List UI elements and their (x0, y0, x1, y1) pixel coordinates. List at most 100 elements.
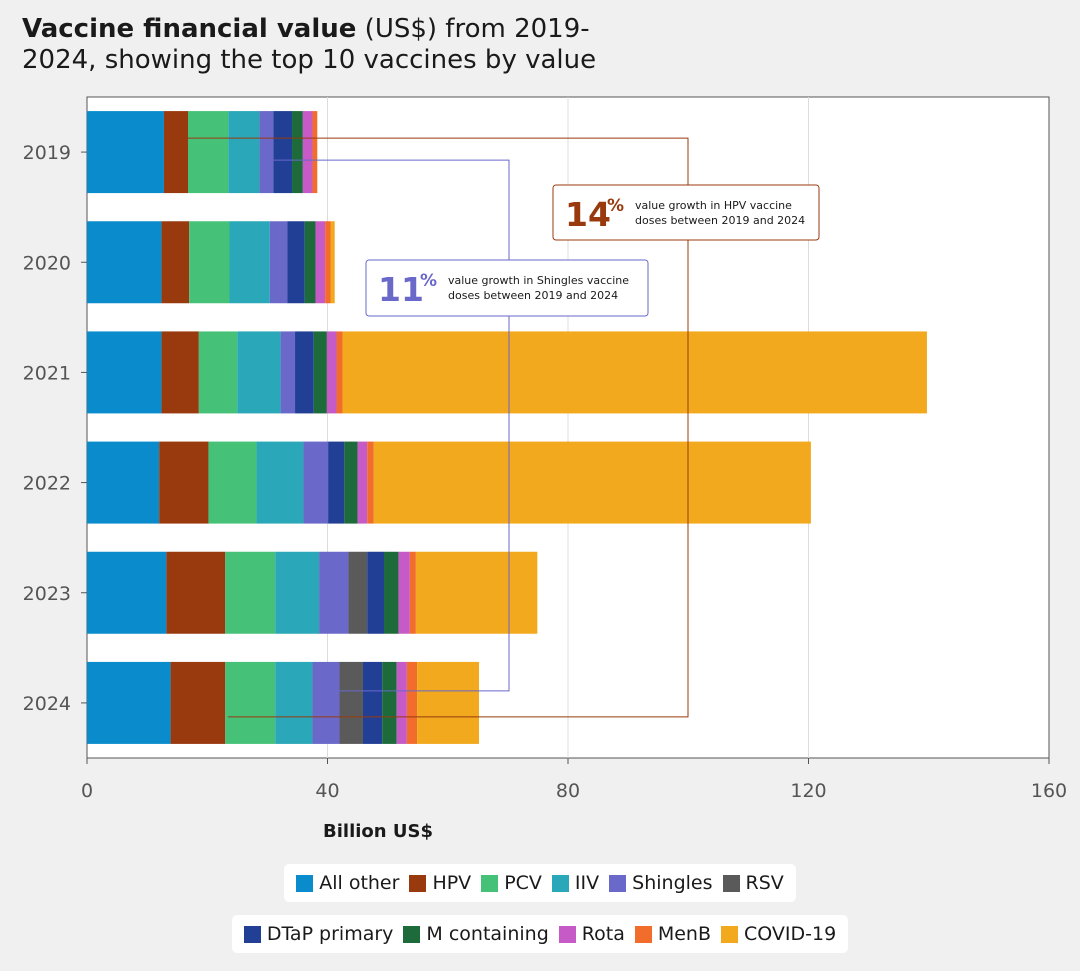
x-tick-label: 80 (556, 780, 580, 802)
bar-hpv (161, 331, 199, 414)
bar-covid-19 (330, 221, 335, 304)
legend-label: M containing (426, 923, 549, 945)
bar-dtap-primary (367, 551, 385, 634)
bar-m-containing (384, 551, 399, 634)
legend-swatch (721, 925, 739, 943)
shingles-connector (266, 159, 510, 692)
legend-swatch (558, 925, 576, 943)
bar-hpv (166, 551, 226, 634)
legend-item-hpv: HPV (409, 872, 471, 894)
hpv-annotation-percent: % (607, 196, 624, 216)
bar-dtap-primary (287, 221, 305, 304)
bar-shingles (259, 111, 274, 194)
bar-rota (302, 111, 313, 194)
legend-label: COVID-19 (744, 923, 837, 945)
legend-label: IIV (574, 872, 600, 894)
bar-shingles (269, 221, 288, 304)
bar-menb (409, 551, 416, 634)
bar-shingles (319, 551, 349, 634)
y-tick-label: 2020 (23, 252, 71, 274)
legend-item-shingles: Shingles (609, 872, 713, 894)
bar-iiv (275, 661, 313, 744)
hpv-annotation-box (552, 184, 820, 241)
bar-covid-19 (373, 441, 811, 524)
bar-iiv (237, 331, 281, 414)
bar-dtap-primary (328, 441, 345, 524)
x-tick-label: 120 (790, 780, 826, 802)
bar-m-containing (292, 111, 303, 194)
legend-label: Shingles (632, 872, 713, 894)
bar-hpv (159, 441, 209, 524)
shingles-annotation-number: 11 (378, 270, 424, 309)
shingles-annotation-line1: value growth in Shingles vaccine (448, 274, 629, 287)
bar-rota (398, 551, 410, 634)
shingles-annotation-line2: doses between 2019 and 2024 (448, 289, 618, 302)
bar-m-containing (344, 441, 358, 524)
legend-swatch (551, 874, 569, 892)
x-tick-label: 160 (1031, 780, 1067, 802)
stacked-bar-chart: 0 40 80 120 160 2019 2020 2021 2022 2023 2024 14% va… (23, 96, 1067, 842)
legend-item-m-containing: M containing (403, 923, 549, 945)
bar-shingles (280, 331, 296, 414)
x-tick-label: 40 (315, 780, 339, 802)
bar-rsv (339, 661, 363, 744)
bar-shingles (303, 441, 329, 524)
chart-title-bold: Vaccine financial value (22, 14, 357, 44)
y-tick-label: 2022 (23, 473, 71, 495)
legend-item-dtap-primary: DTaP primary (243, 923, 394, 945)
bar-pcv (188, 111, 229, 194)
bar-covid-19 (417, 661, 480, 744)
legend-swatch (409, 874, 427, 892)
bar-all-other (87, 661, 171, 744)
hpv-annotation-line2: doses between 2019 and 2024 (635, 214, 805, 227)
shingles-annotation-box (365, 259, 649, 317)
legend-item-covid-19: COVID-19 (721, 923, 836, 945)
legend-item-pcv: PCV (481, 872, 542, 894)
bar-shingles (312, 661, 340, 744)
legend-label: DTaP primary (266, 923, 394, 945)
bar-pcv (198, 331, 238, 414)
y-tick-label: 2023 (23, 583, 71, 605)
bar-rota (315, 221, 326, 304)
legend-swatch (609, 874, 627, 892)
bar-menb (325, 221, 331, 304)
bar-all-other (87, 331, 162, 414)
legend-label: HPV (432, 872, 472, 894)
bar-pcv (189, 221, 230, 304)
bar-hpv (170, 661, 226, 744)
hpv-connector (175, 137, 689, 718)
bar-dtap-primary (295, 331, 314, 414)
chart-title: Vaccine financial value (US$) from 2019-… (22, 14, 596, 76)
bar-pcv (225, 551, 276, 634)
x-tick-label: 0 (81, 780, 93, 802)
legend-box-1: All other HPV PCV IIV Shingles RSV (284, 864, 796, 902)
bar-m-containing (304, 221, 316, 304)
legend-item-iiv: IIV (551, 872, 600, 894)
bar-pcv (208, 441, 257, 524)
bar-pcv (225, 661, 276, 744)
bar-all-other (87, 111, 164, 194)
x-axis-label: Billion US$ (323, 821, 433, 842)
bar-m-containing (382, 661, 397, 744)
bar-rota (357, 441, 368, 524)
legend-swatch (634, 925, 652, 943)
bar-rota (396, 661, 407, 744)
bar-hpv (161, 221, 190, 304)
bar-menb (312, 111, 318, 194)
legend-item-all-other: All other (296, 872, 399, 894)
bar-all-other (87, 221, 162, 304)
legend-row-1: All other HPV PCV IIV Shingles RSV (0, 864, 1080, 902)
bar-all-other (87, 441, 160, 524)
bar-dtap-primary (362, 661, 383, 744)
bar-rota (326, 331, 337, 414)
bar-m-containing (313, 331, 327, 414)
bar-all-other (87, 551, 167, 634)
y-tick-label: 2021 (23, 362, 71, 384)
legend-swatch (296, 874, 314, 892)
bar-dtap-primary (273, 111, 293, 194)
bar-menb (406, 661, 418, 744)
bar-rsv (348, 551, 368, 634)
hpv-annotation-line1: value growth in HPV vaccine (635, 199, 792, 212)
bar-covid-19 (415, 551, 538, 634)
legend-swatch (722, 874, 740, 892)
